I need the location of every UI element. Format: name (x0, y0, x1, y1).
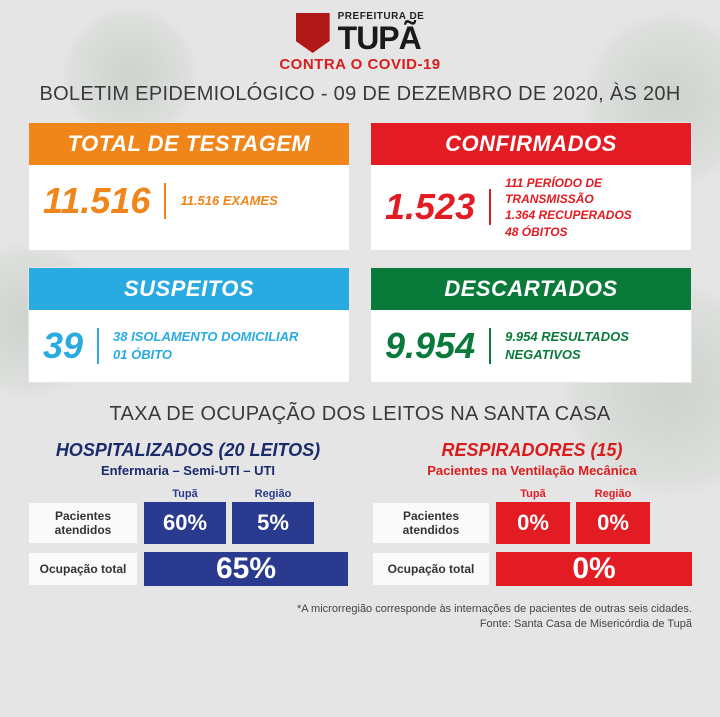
card-detail: 9.954 RESULTADOS NEGATIVOS (491, 328, 677, 363)
pct-cell: 0% (576, 502, 650, 544)
detail-line: 38 ISOLAMENTO DOMICILIAR (113, 328, 298, 346)
card-title: CONFIRMADOS (371, 123, 691, 165)
city-crest-icon (296, 13, 330, 53)
block-title: HOSPITALIZADOS (20 LEITOS) (28, 440, 348, 461)
pct-cell: 5% (232, 502, 314, 544)
col-header: Região (576, 488, 650, 500)
pct-cell: 60% (144, 502, 226, 544)
footnote-line: *A microrregião corresponde às internaçõ… (28, 602, 692, 617)
card-title: SUSPEITOS (29, 268, 349, 310)
card-confirmados: CONFIRMADOS 1.523 111 PERÍODO DE TRANSMI… (370, 122, 692, 251)
card-value: 9.954 (385, 328, 491, 364)
footnote-line: Fonte: Santa Casa de Misericórdia de Tup… (28, 617, 692, 632)
card-suspeitos: SUSPEITOS 39 38 ISOLAMENTO DOMICILIAR 01… (28, 267, 350, 383)
row-label: Ocupação total (372, 552, 490, 586)
detail-line: 1.364 RECUPERADOS (505, 207, 677, 223)
stat-cards: TOTAL DE TESTAGEM 11.516 11.516 EXAMES C… (28, 122, 692, 383)
block-title: RESPIRADORES (15) (372, 440, 692, 461)
card-detail: 11.516 EXAMES (166, 192, 277, 210)
block-subtitle: Pacientes na Ventilação Mecânica (372, 463, 692, 478)
card-detail: 111 PERÍODO DE TRANSMISSÃO 1.364 RECUPER… (491, 175, 677, 240)
hospitalizados-block: HOSPITALIZADOS (20 LEITOS) Enfermaria – … (28, 440, 348, 594)
occupancy-section: HOSPITALIZADOS (20 LEITOS) Enfermaria – … (28, 440, 692, 594)
card-value: 1.523 (385, 189, 491, 225)
header: PREFEITURA DE TUPÃ CONTRA O COVID-19 (28, 12, 692, 73)
city-name: TUPÃ (338, 22, 425, 54)
card-testagem: TOTAL DE TESTAGEM 11.516 11.516 EXAMES (28, 122, 350, 251)
bulletin-title: BOLETIM EPIDEMIOLÓGICO - 09 DE DEZEMBRO … (28, 83, 692, 106)
row-label: Ocupação total (28, 552, 138, 586)
block-subtitle: Enfermaria – Semi-UTI – UTI (28, 463, 348, 478)
row-label: Pacientes atendidos (28, 502, 138, 544)
card-detail: 38 ISOLAMENTO DOMICILIAR 01 ÓBITO (99, 328, 298, 363)
detail-line: 01 ÓBITO (113, 346, 298, 364)
occupancy-title: TAXA DE OCUPAÇÃO DOS LEITOS NA SANTA CAS… (28, 403, 692, 426)
respiradores-block: RESPIRADORES (15) Pacientes na Ventilaçã… (372, 440, 692, 594)
detail-line: 111 PERÍODO DE TRANSMISSÃO (505, 175, 677, 207)
pct-total: 65% (144, 552, 348, 586)
col-header: Região (232, 488, 314, 500)
card-title: DESCARTADOS (371, 268, 691, 310)
contra-covid: CONTRA O COVID-19 (28, 56, 692, 73)
card-title: TOTAL DE TESTAGEM (29, 123, 349, 165)
footnote: *A microrregião corresponde às internaçõ… (28, 602, 692, 633)
col-header: Tupã (144, 488, 226, 500)
card-descartados: DESCARTADOS 9.954 9.954 RESULTADOS NEGAT… (370, 267, 692, 383)
pct-cell: 0% (496, 502, 570, 544)
card-value: 39 (43, 328, 99, 364)
row-label: Pacientes atendidos (372, 502, 490, 544)
card-value: 11.516 (43, 183, 166, 219)
detail-line: 48 ÓBITOS (505, 224, 677, 240)
pct-total: 0% (496, 552, 692, 586)
col-header: Tupã (496, 488, 570, 500)
